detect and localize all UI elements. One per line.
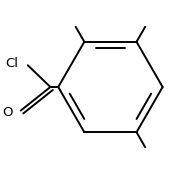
Text: O: O	[2, 106, 13, 119]
Text: Cl: Cl	[5, 57, 18, 70]
